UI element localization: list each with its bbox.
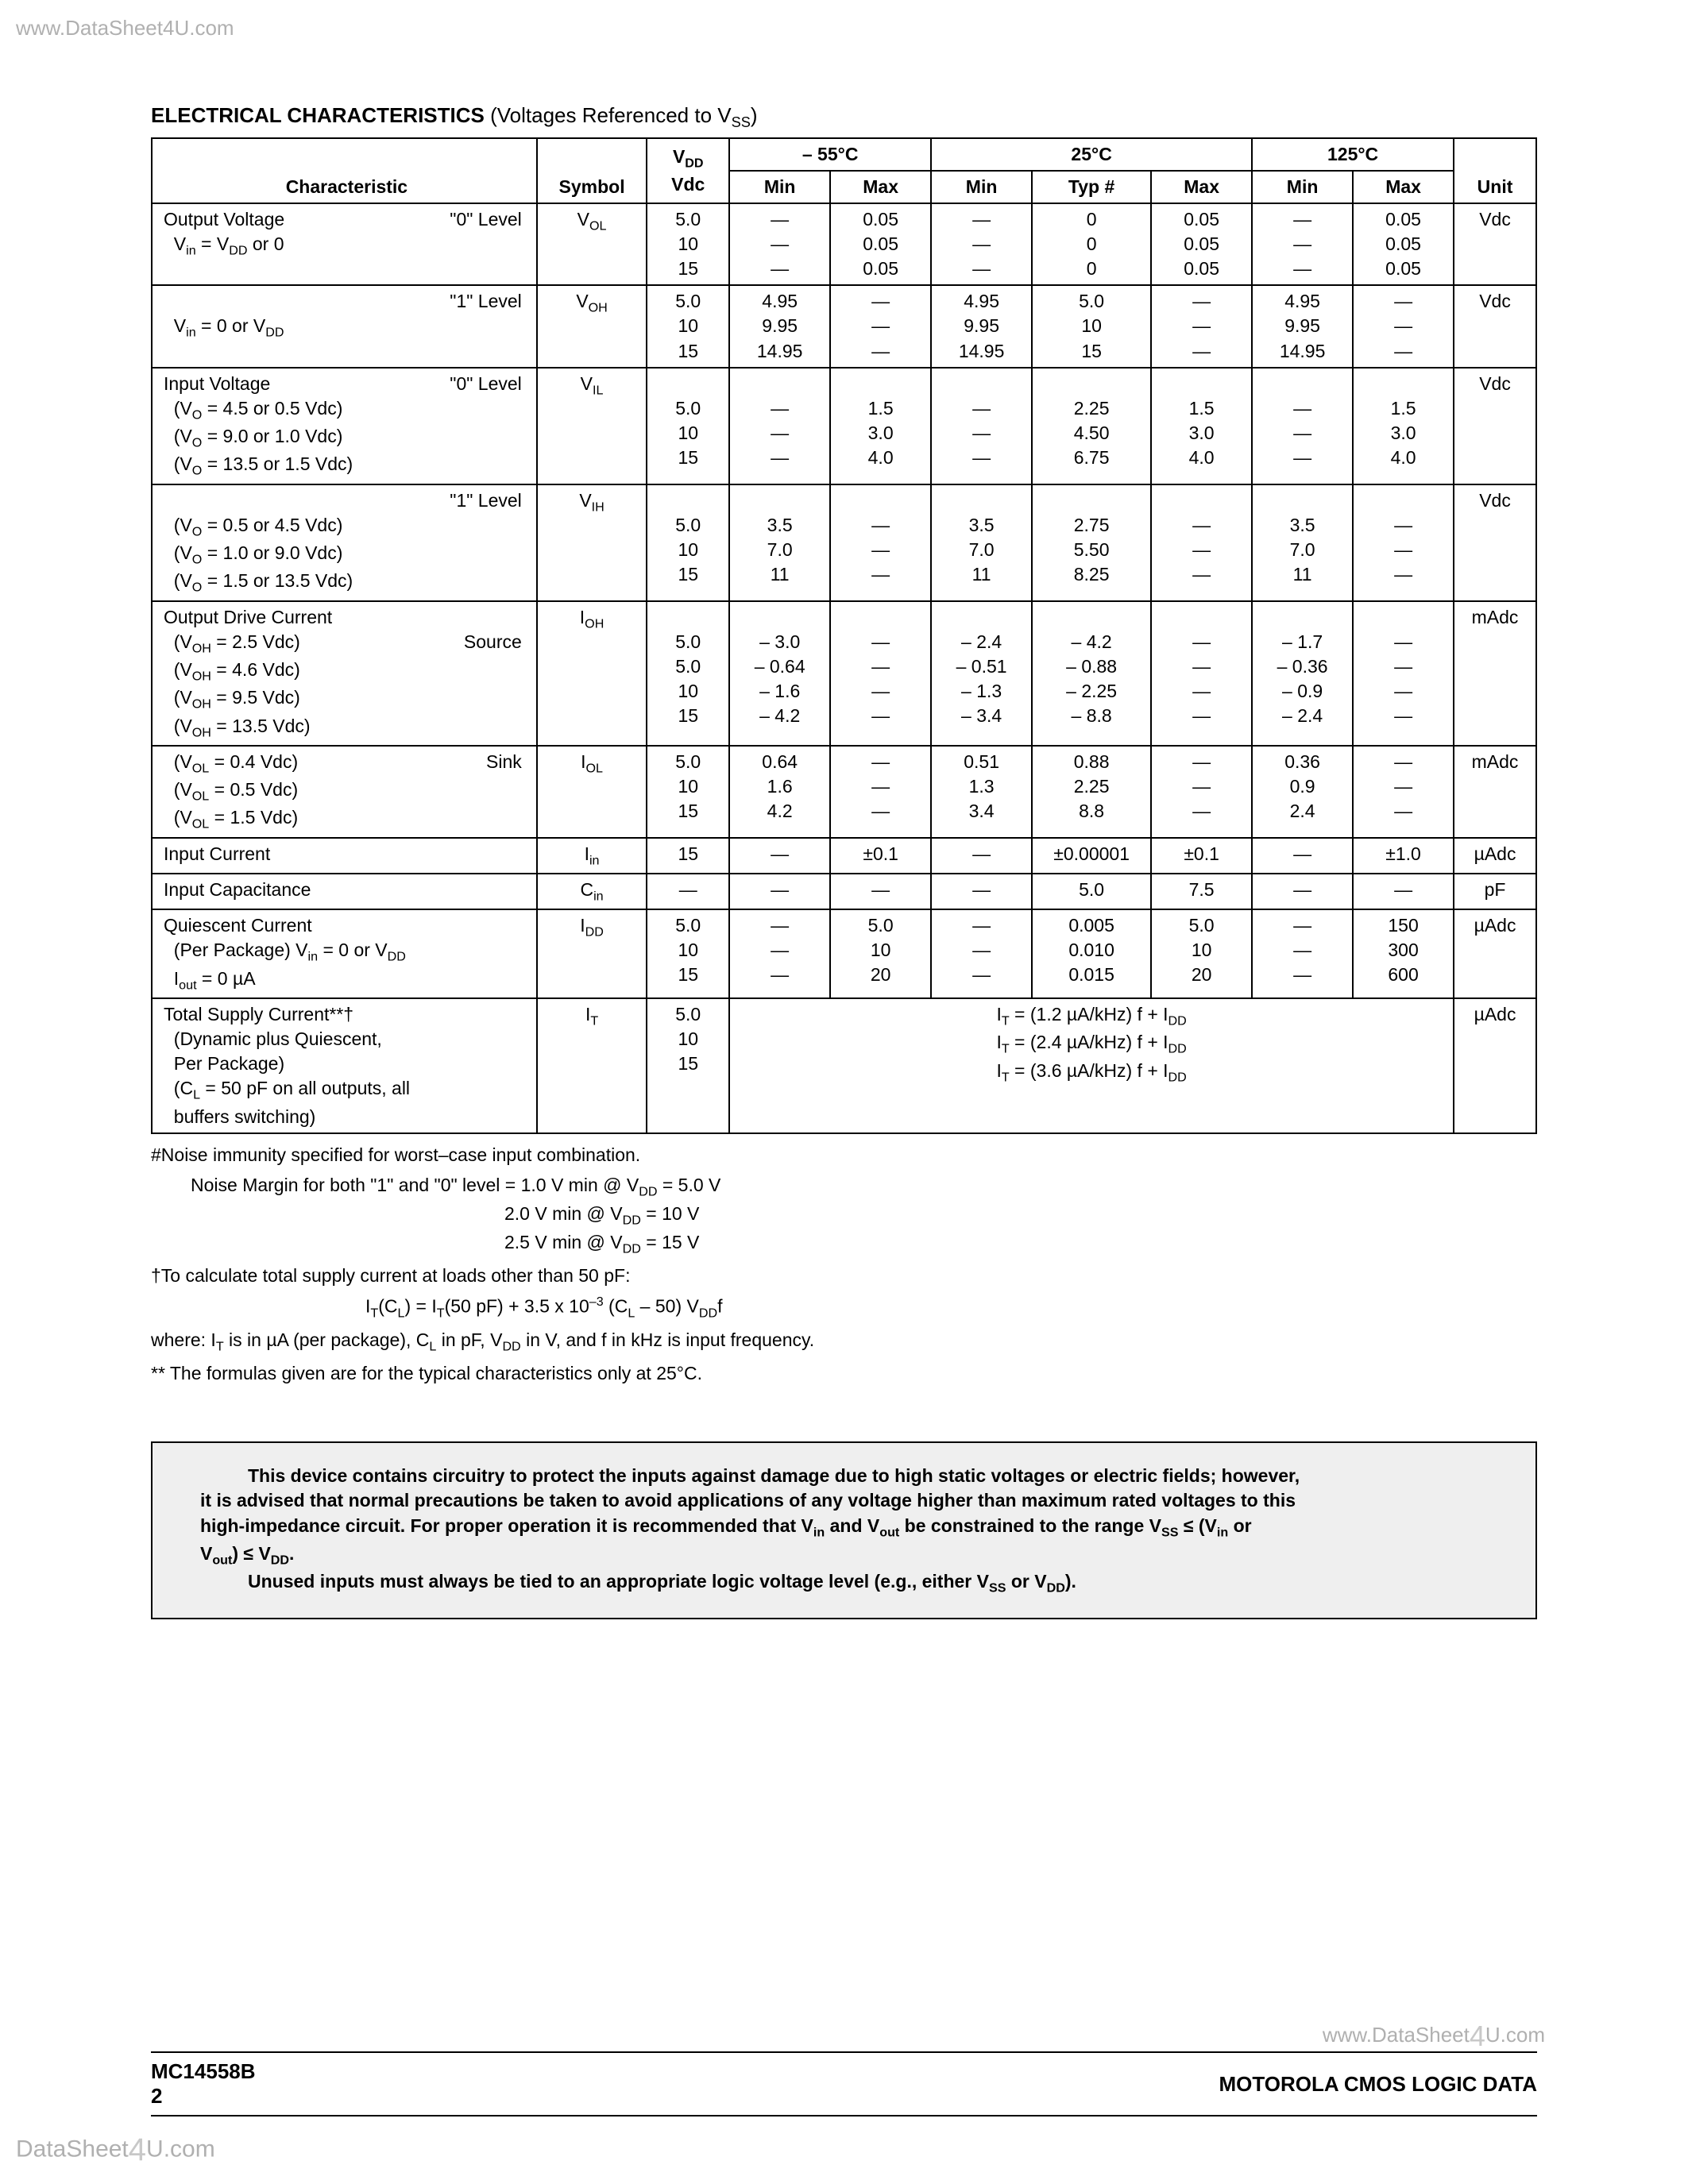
row-vil: Input Voltage"0" Level (VO = 4.5 or 0.5 … [152, 368, 1536, 484]
hdr-max125: Max [1353, 171, 1454, 203]
row-idd: Quiescent Current (Per Package) Vin = 0 … [152, 909, 1536, 998]
row-vih: "1" Level (VO = 0.5 or 4.5 Vdc) (VO = 1.… [152, 484, 1536, 601]
row-iol: (VOL = 0.4 Vdc)Sink (VOL = 0.5 Vdc) (VOL… [152, 746, 1536, 838]
section-title: ELECTRICAL CHARACTERISTICS (Voltages Ref… [151, 103, 1537, 131]
hdr-characteristic: Characteristic [152, 138, 537, 203]
hdr-typ25: Typ # [1032, 171, 1151, 203]
row-it: Total Supply Current**† (Dynamic plus Qu… [152, 998, 1536, 1133]
hdr-max25: Max [1151, 171, 1252, 203]
hdr-unit: Unit [1454, 138, 1536, 203]
note-stars: ** The formulas given are for the typica… [151, 1360, 1537, 1386]
hdr-25: 25°C [931, 138, 1252, 171]
row-vol: Output Voltage"0" Level Vin = VDD or 0 V… [152, 203, 1536, 285]
notes-block: #Noise immunity specified for worst–case… [151, 1142, 1537, 1387]
watermark-right: www.DataSheet4U.com [1323, 2020, 1545, 2053]
hdr-symbol: Symbol [537, 138, 647, 203]
hdr-vdd: VDDVdc [647, 138, 729, 203]
row-ioh: Output Drive Current (VOH = 2.5 Vdc)Sour… [152, 601, 1536, 746]
row-cin: Input Capacitance Cin — — — — 5.0 7.5 — … [152, 874, 1536, 909]
row-iin: Input Current Iin 15 — ±0.1 — ±0.00001 ±… [152, 838, 1536, 874]
page-footer: MC14558B2 MOTOROLA CMOS LOGIC DATA [151, 2051, 1537, 2116]
note-formula: IT(CL) = IT(50 pF) + 3.5 x 10–3 (CL – 50… [151, 1293, 1537, 1322]
hdr-125: 125°C [1252, 138, 1454, 171]
notice-box: This device contains circuitry to protec… [151, 1441, 1537, 1619]
hdr-min55: Min [729, 171, 830, 203]
title-bold: ELECTRICAL CHARACTERISTICS [151, 103, 485, 127]
watermark-top: www.DataSheet4U.com [16, 16, 234, 41]
note-dagger: †To calculate total supply current at lo… [151, 1263, 1537, 1288]
note-hash: #Noise immunity specified for worst–case… [151, 1142, 1537, 1167]
characteristics-table: Characteristic Symbol VDDVdc – 55°C 25°C… [151, 137, 1537, 1133]
page-content: ELECTRICAL CHARACTERISTICS (Voltages Ref… [0, 0, 1688, 1619]
hdr-max55: Max [830, 171, 931, 203]
watermark-bottom: DataSheet4U.com [16, 2132, 215, 2168]
hdr-min125: Min [1252, 171, 1353, 203]
row-voh: "1" Level Vin = 0 or VDD VOH 5.0 10 15 4… [152, 285, 1536, 367]
footer-right: MOTOROLA CMOS LOGIC DATA [1219, 2072, 1537, 2097]
hdr-min25: Min [931, 171, 1032, 203]
note-where: where: IT is in µA (per package), CL in … [151, 1327, 1537, 1356]
hdr-neg55: – 55°C [729, 138, 931, 171]
note-margin: Noise Margin for both "1" and "0" level … [151, 1172, 1537, 1258]
title-rest: (Voltages Referenced to VSS) [485, 103, 758, 127]
footer-left: MC14558B2 [151, 2059, 256, 2109]
